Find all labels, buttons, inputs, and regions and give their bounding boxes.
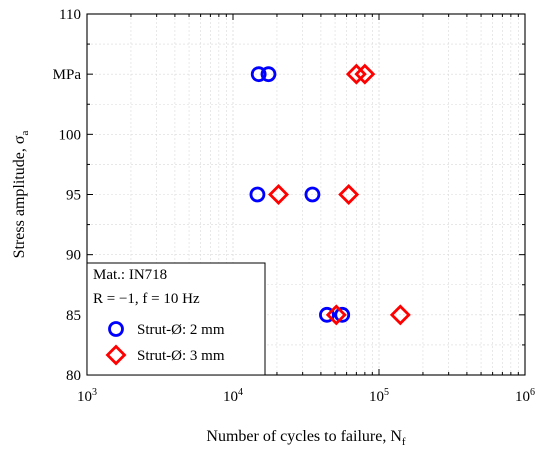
legend-marker-3mm <box>105 344 127 366</box>
legend-test-conditions: R = −1, f = 10 Hz <box>93 291 200 307</box>
point-strut-2mm <box>249 186 266 203</box>
legend-material: Mat.: IN718 <box>93 267 167 283</box>
x-tick-label: 103 <box>77 387 97 405</box>
point-strut-3mm <box>268 184 289 205</box>
y-tick-label: 100 <box>59 127 82 143</box>
legend: Mat.: IN718 R = −1, f = 10 Hz Strut-Ø: 2 m… <box>86 262 266 376</box>
point-strut-3mm <box>345 63 367 85</box>
axis-ticks: 103 104 105 106 80 85 90 95 100 MPa 110 <box>53 7 535 405</box>
y-tick-label: MPa <box>53 67 82 83</box>
point-strut-2mm <box>250 66 267 83</box>
point-strut-3mm <box>389 304 411 326</box>
legend-marker-2mm <box>108 321 124 337</box>
point-strut-3mm <box>325 304 347 326</box>
point-strut-3mm <box>338 184 360 205</box>
x-tick-label: 105 <box>369 387 389 405</box>
legend-box <box>86 262 266 376</box>
y-tick-label: 90 <box>66 248 81 264</box>
y-tick-label: 80 <box>66 368 81 384</box>
point-strut-3mm <box>354 63 376 85</box>
data-points <box>249 63 411 326</box>
y-tick-label: 95 <box>66 188 81 204</box>
point-strut-2mm <box>304 186 321 203</box>
legend-label-3mm: Strut-Ø: 3 mm <box>137 348 225 364</box>
point-strut-2mm <box>260 66 277 83</box>
y-tick-label: 85 <box>66 308 81 324</box>
x-axis-label: Number of cycles to failure, Nf <box>206 428 405 448</box>
y-tick-label: 110 <box>59 7 81 23</box>
x-tick-label: 104 <box>223 387 243 405</box>
y-axis-label: Stress amplitude, σa <box>11 131 31 259</box>
point-strut-2mm <box>334 306 351 323</box>
axis-labels: Number of cycles to failure, Nf Stress am… <box>11 131 406 448</box>
point-strut-2mm <box>319 306 335 323</box>
x-tick-label: 106 <box>515 387 535 405</box>
legend-label-2mm: Strut-Ø: 2 mm <box>137 322 225 338</box>
